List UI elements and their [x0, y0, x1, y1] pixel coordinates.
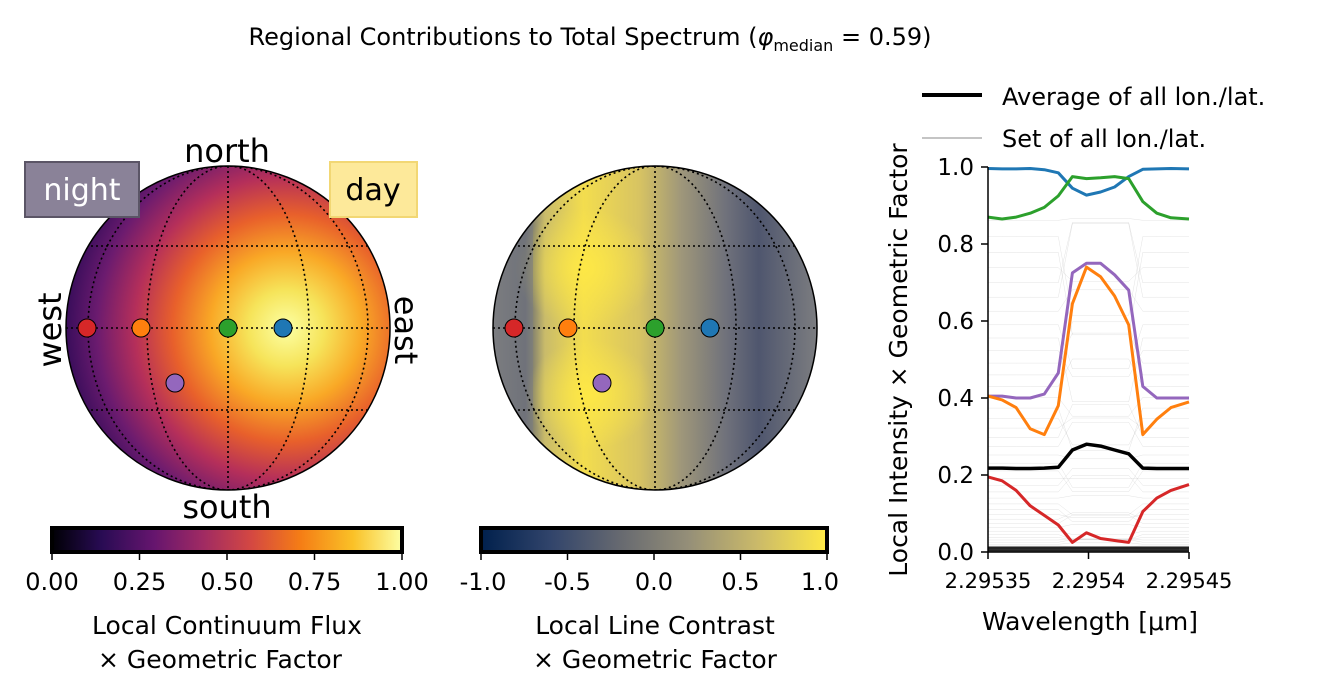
continuum-tick-3: 0.75	[288, 568, 341, 596]
contrast-colorbar-label-2: × Geometric Factor	[533, 645, 778, 674]
continuum-tick-2: 0.50	[200, 568, 253, 596]
x-axis-label: Wavelength [μm]	[982, 607, 1198, 636]
series-lines	[987, 167, 1190, 544]
legend-average-label: Average of all lon./lat.	[1002, 83, 1265, 111]
series-line-5	[987, 475, 1190, 544]
background-spectrum	[988, 509, 1189, 522]
continuum-tick-1: 0.25	[113, 568, 166, 596]
x-tick-label: 2.29545	[1146, 569, 1233, 593]
continuum-tick-0: 0.00	[25, 568, 78, 596]
contrast-colorbar-label-1: Local Line Contrast	[535, 611, 775, 640]
contrast-disk	[492, 165, 818, 491]
background-spectrum	[988, 218, 1189, 221]
background-spectrum	[988, 358, 1189, 387]
legend: Average of all lon./lat. Set of all lon.…	[922, 83, 1265, 153]
contrast-tick-2: 0.0	[635, 568, 673, 596]
background-spectrum	[988, 236, 1189, 316]
east-label: east	[387, 296, 425, 365]
background-spectrum	[988, 252, 1189, 335]
spectrum-chart: 0.00.20.40.60.81.0 2.29535 2.2954 2.29545 …	[884, 83, 1265, 636]
marker-purple-right	[592, 373, 612, 393]
background-spectrum	[988, 267, 1189, 282]
background-spectrum	[988, 475, 1189, 493]
background-spectrum	[988, 470, 1189, 492]
continuum-disk: north south west east night day	[24, 132, 425, 526]
background-spectrum	[988, 289, 1189, 312]
background-spectrum	[988, 542, 1189, 545]
series-line-0	[987, 167, 1190, 197]
background-spectrum	[988, 407, 1189, 451]
background-spectrum	[988, 332, 1189, 364]
night-badge: night	[24, 161, 140, 218]
night-label: night	[43, 173, 120, 208]
y-tick-label: 0.8	[937, 232, 974, 258]
background-spectrum	[988, 537, 1189, 540]
x-tick-label: 2.2954	[1052, 569, 1125, 593]
background-spectrum	[988, 223, 1189, 298]
continuum-colorbar-label-2: × Geometric Factor	[98, 645, 343, 674]
marker-orange-left	[131, 318, 151, 338]
background-spectrum	[988, 534, 1189, 540]
background-spectrum	[988, 524, 1189, 528]
marker-purple-left	[165, 373, 185, 393]
continuum-tick-4: 1.00	[375, 568, 428, 596]
background-spectrum	[988, 514, 1189, 524]
y-tick-label: 0.2	[937, 463, 974, 489]
background-spectrum	[988, 350, 1189, 377]
background-spectrum	[988, 545, 1189, 547]
continuum-colorbar: 0.00 0.25 0.50 0.75 1.00 Local Continuum…	[25, 526, 429, 674]
background-spectrum	[988, 468, 1189, 486]
marker-red-right	[504, 318, 524, 338]
background-spectrum	[988, 495, 1189, 499]
background-spectrum	[988, 417, 1189, 429]
individual-spectra	[988, 218, 1189, 552]
marker-green-left	[218, 318, 238, 338]
contrast-tick-4: 1.0	[801, 568, 839, 596]
background-spectrum	[988, 539, 1189, 543]
figure-title: Regional Contributions to Total Spectrum…	[248, 23, 931, 55]
marker-orange-right	[558, 318, 578, 338]
marker-blue-right	[700, 318, 720, 338]
south-label: south	[182, 488, 271, 526]
series-line-1	[987, 175, 1190, 221]
y-tick-label: 0.0	[937, 540, 974, 566]
background-spectrum	[988, 538, 1189, 541]
contrast-tick-0: -1.0	[460, 568, 507, 596]
series-line-3	[987, 265, 1190, 437]
background-spectrum	[988, 321, 1189, 376]
background-spectrum	[988, 404, 1189, 438]
series-line-2	[988, 261, 1189, 400]
y-tick-label: 1.0	[937, 155, 974, 181]
y-ticks: 0.0 0.2 0.4 0.6 0.8 1.0	[937, 155, 988, 566]
marker-blue-left	[273, 318, 293, 338]
background-spectrum	[988, 337, 1189, 402]
west-label: west	[31, 292, 69, 367]
background-spectrum	[988, 512, 1189, 520]
background-spectrum	[988, 222, 1189, 283]
background-spectrum	[988, 514, 1189, 518]
y-tick-label: 0.4	[937, 386, 974, 412]
y-tick-label: 0.6	[937, 309, 974, 335]
series-line-4	[988, 442, 1189, 471]
marker-red-left	[77, 318, 97, 338]
y-axis-label: Local Intensity × Geometric Factor	[884, 143, 913, 577]
x-tick-label: 2.29535	[945, 569, 1032, 593]
marker-green-right	[645, 318, 665, 338]
day-badge: day	[329, 161, 418, 218]
day-label: day	[345, 173, 400, 208]
background-spectrum	[988, 324, 1189, 369]
north-label: north	[184, 132, 270, 170]
background-spectrum	[988, 454, 1189, 459]
background-spectrum	[988, 422, 1189, 447]
contrast-tick-1: -0.5	[544, 568, 591, 596]
background-spectrum	[988, 463, 1189, 488]
contrast-colorbar: -1.0 -0.5 0.0 0.5 1.0 Local Line Contras…	[460, 526, 839, 674]
x-ticks: 2.29535 2.2954 2.29545	[945, 552, 1233, 593]
legend-set-label: Set of all lon./lat.	[1002, 125, 1206, 153]
continuum-colorbar-label-1: Local Continuum Flux	[92, 611, 362, 640]
contrast-tick-3: 0.5	[721, 568, 759, 596]
